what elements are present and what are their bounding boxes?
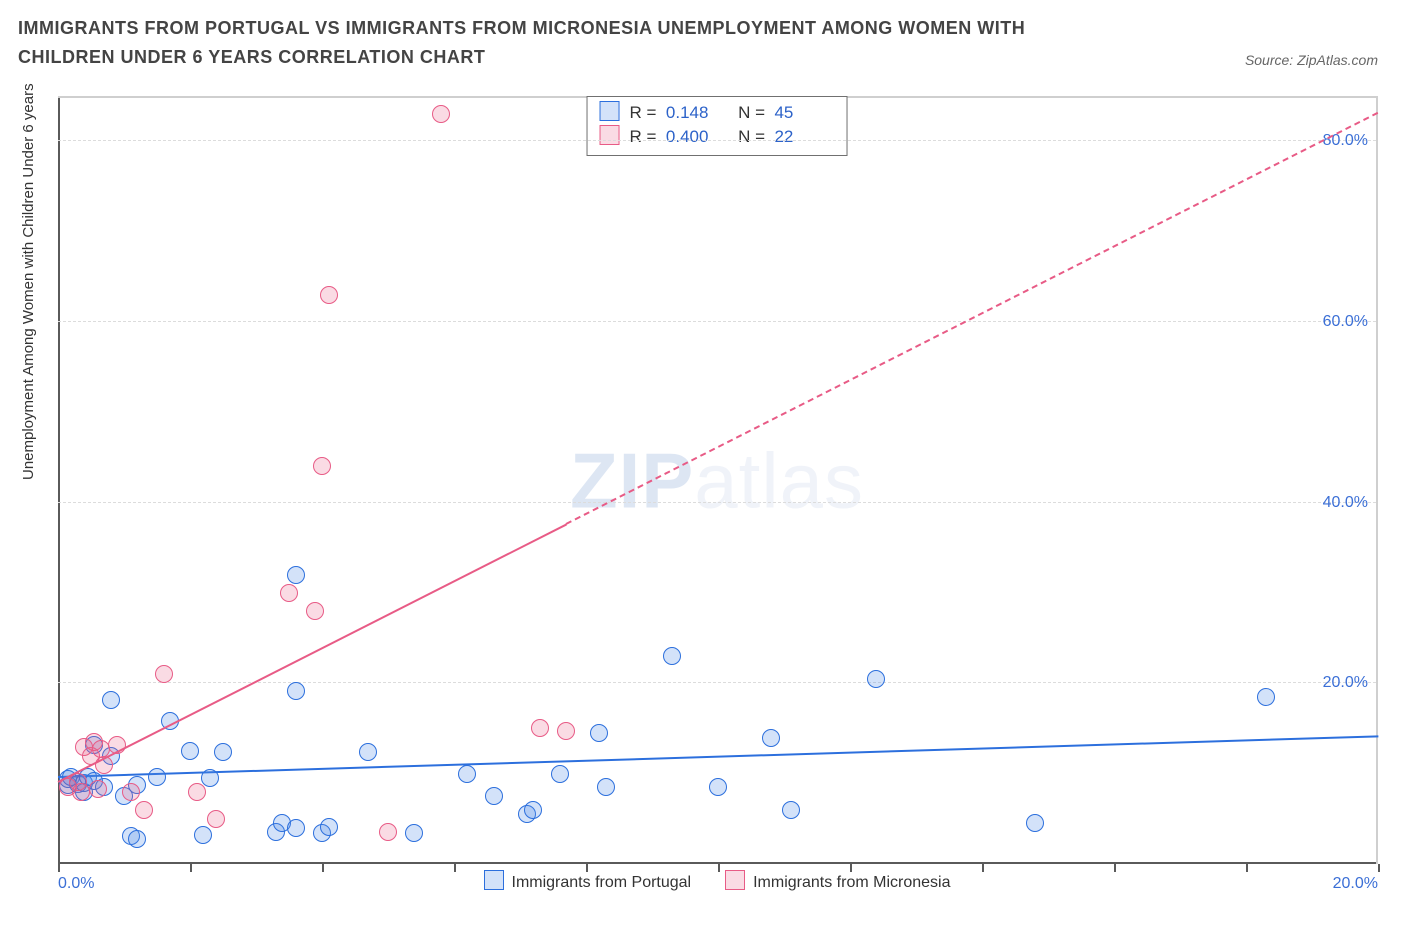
source-label: Source: ZipAtlas.com	[1245, 52, 1378, 68]
data-point	[320, 818, 338, 836]
gridline	[58, 321, 1376, 322]
x-tick	[322, 864, 324, 872]
data-point	[287, 566, 305, 584]
x-tick-label-max: 20.0%	[1333, 875, 1378, 893]
data-point	[95, 756, 113, 774]
x-tick	[586, 864, 588, 872]
data-point	[1026, 814, 1044, 832]
data-point	[762, 729, 780, 747]
chart-title: IMMIGRANTS FROM PORTUGAL VS IMMIGRANTS F…	[18, 14, 1078, 72]
data-point	[531, 719, 549, 737]
x-axis	[58, 862, 1376, 864]
data-point	[89, 780, 107, 798]
data-point	[135, 801, 153, 819]
data-point	[432, 105, 450, 123]
data-point	[207, 810, 225, 828]
x-tick	[1114, 864, 1116, 872]
gridline	[58, 502, 1376, 503]
y-tick-label: 40.0%	[1323, 494, 1368, 512]
data-point	[867, 670, 885, 688]
x-tick	[1246, 864, 1248, 872]
data-point	[551, 765, 569, 783]
data-point	[108, 736, 126, 754]
data-point	[590, 724, 608, 742]
data-point	[188, 783, 206, 801]
data-point	[214, 743, 232, 761]
data-point	[663, 647, 681, 665]
data-point	[1257, 688, 1275, 706]
stat-legend-row: R = 0.400 N = 22	[600, 125, 833, 149]
y-tick-label: 60.0%	[1323, 313, 1368, 331]
y-axis	[58, 98, 60, 864]
data-point	[287, 682, 305, 700]
data-point	[597, 778, 615, 796]
x-tick	[58, 864, 60, 872]
data-point	[72, 783, 90, 801]
data-point	[320, 286, 338, 304]
x-tick	[850, 864, 852, 872]
data-point	[306, 602, 324, 620]
x-tick-label-min: 0.0%	[58, 875, 94, 893]
data-point	[458, 765, 476, 783]
data-point	[709, 778, 727, 796]
y-axis-label: Unemployment Among Women with Children U…	[20, 83, 37, 480]
data-point	[405, 824, 423, 842]
y-tick-label: 20.0%	[1323, 674, 1368, 692]
data-point	[782, 801, 800, 819]
data-point	[201, 769, 219, 787]
data-point	[524, 801, 542, 819]
data-point	[359, 743, 377, 761]
watermark: ZIPatlas	[570, 436, 864, 527]
data-point	[485, 787, 503, 805]
chart-plot-area: ZIPatlas R = 0.148 N = 45R = 0.400 N = 2…	[58, 96, 1378, 864]
x-tick	[718, 864, 720, 872]
trend-line	[566, 112, 1379, 525]
trend-line	[58, 523, 567, 782]
data-point	[194, 826, 212, 844]
data-point	[313, 457, 331, 475]
data-point	[181, 742, 199, 760]
series-legend: Immigrants from Portugal Immigrants from …	[58, 870, 1376, 892]
series-legend-item: Immigrants from Portugal	[484, 870, 692, 892]
x-tick	[982, 864, 984, 872]
gridline	[58, 140, 1376, 141]
stat-legend-row: R = 0.148 N = 45	[600, 101, 833, 125]
data-point	[148, 768, 166, 786]
data-point	[102, 691, 120, 709]
data-point	[280, 584, 298, 602]
data-point	[379, 823, 397, 841]
trend-line	[58, 736, 1378, 779]
series-legend-item: Immigrants from Micronesia	[725, 870, 950, 892]
data-point	[287, 819, 305, 837]
stat-legend-box: R = 0.148 N = 45R = 0.400 N = 22	[587, 96, 848, 156]
data-point	[122, 783, 140, 801]
data-point	[128, 830, 146, 848]
data-point	[557, 722, 575, 740]
x-tick	[190, 864, 192, 872]
data-point	[155, 665, 173, 683]
x-tick	[1378, 864, 1380, 872]
x-tick	[454, 864, 456, 872]
